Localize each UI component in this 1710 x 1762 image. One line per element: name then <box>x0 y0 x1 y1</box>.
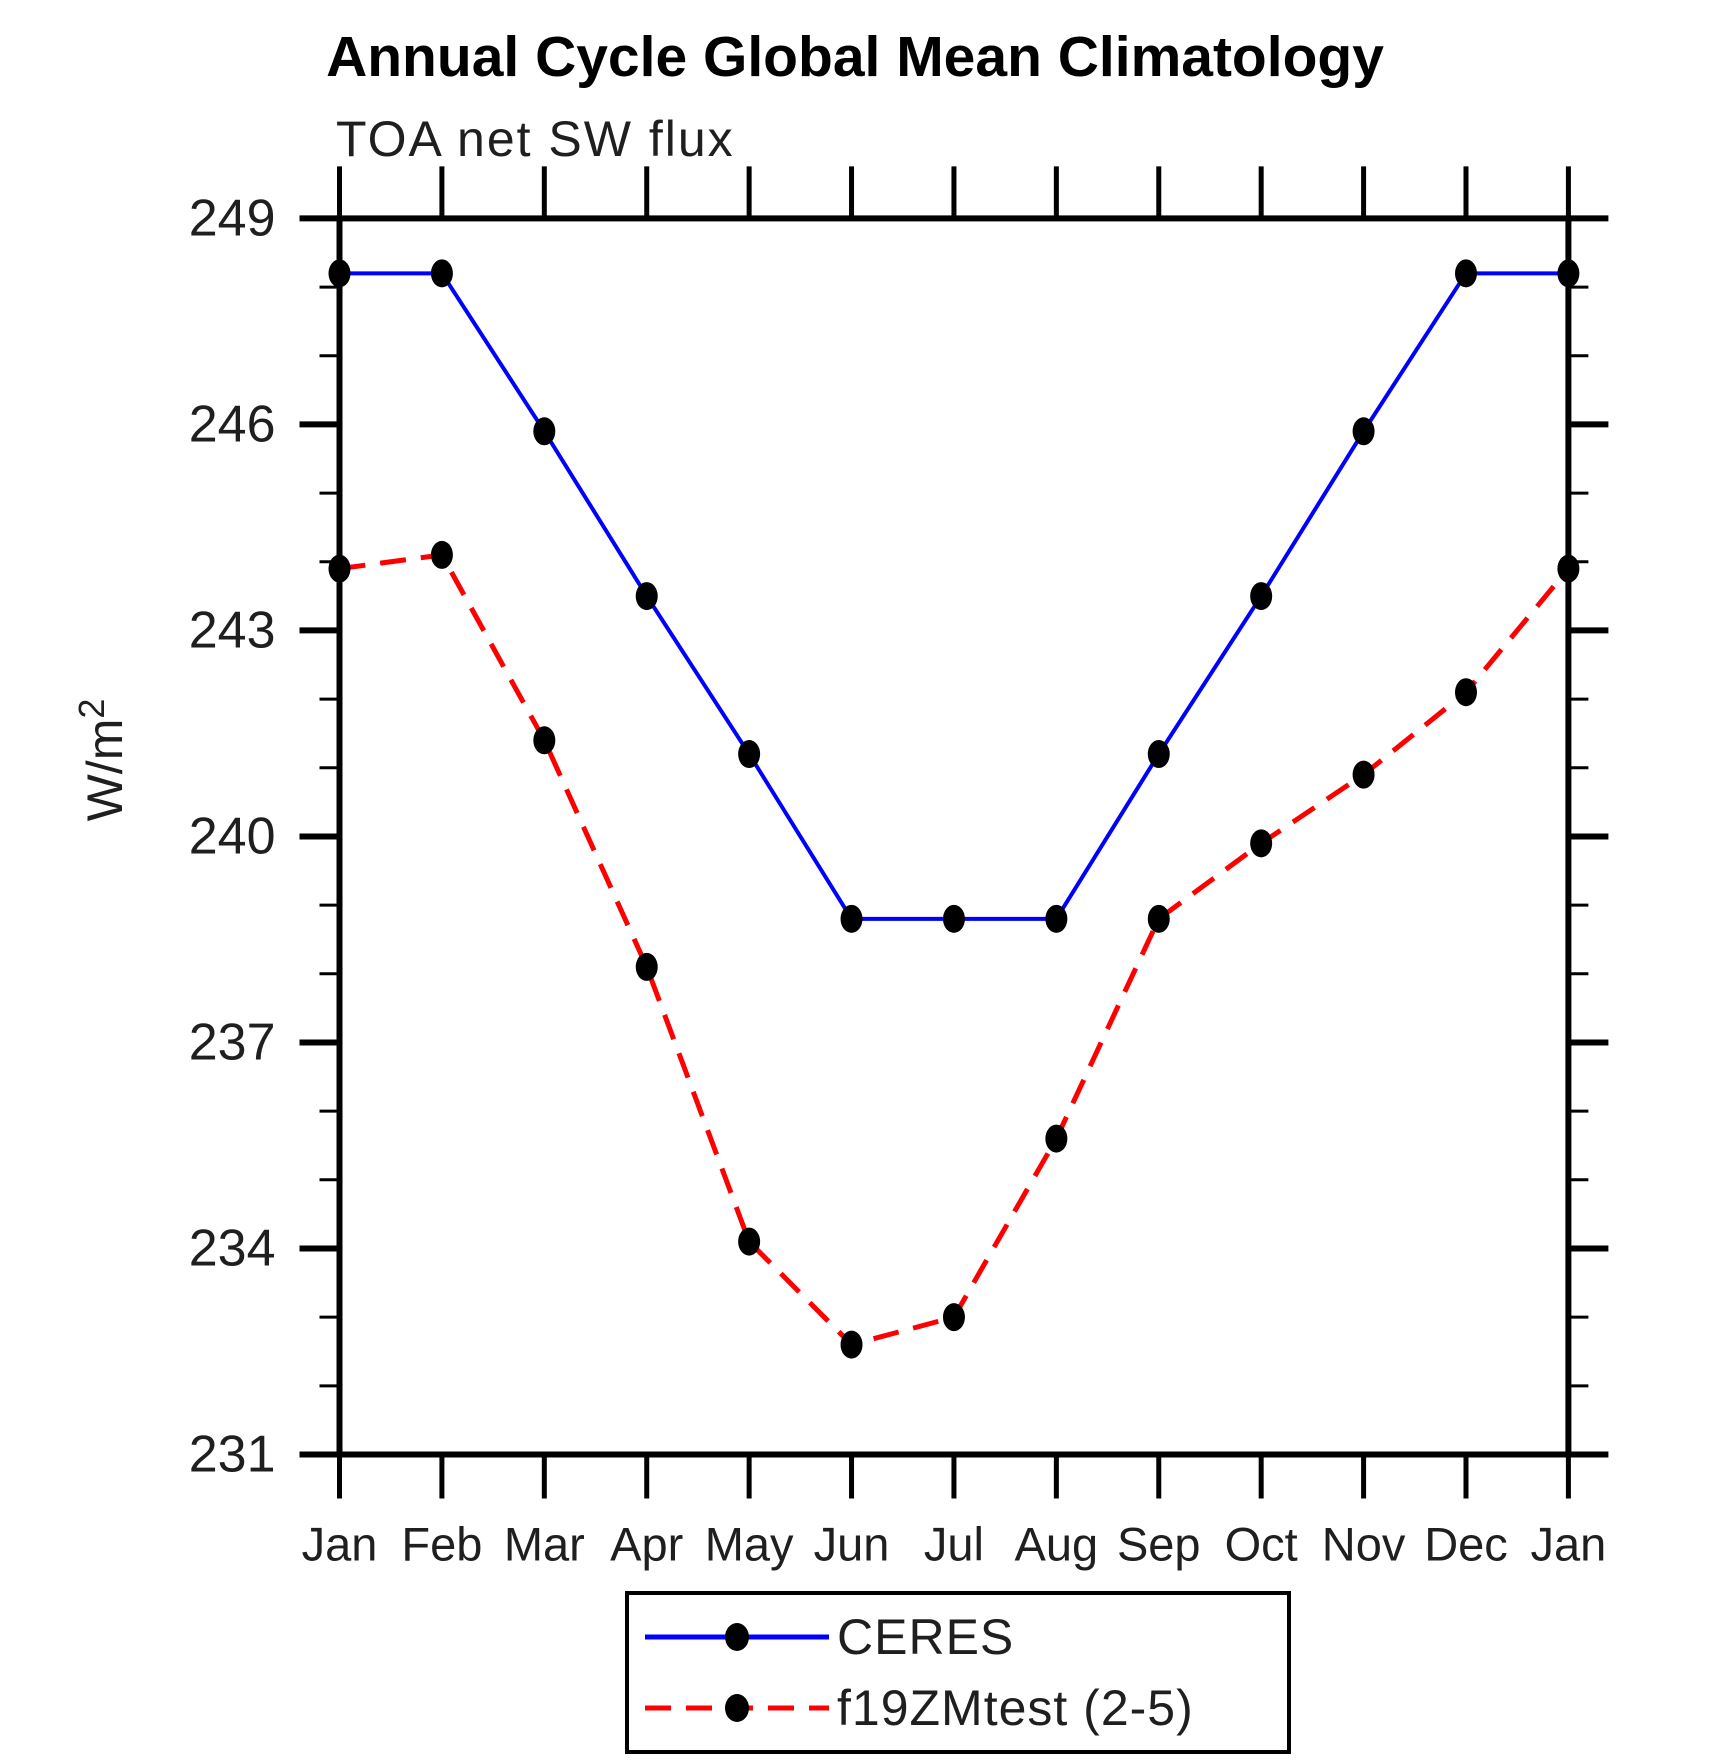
data-marker-0 <box>1250 582 1273 611</box>
y-tick-label: 246 <box>189 395 276 453</box>
data-marker-1 <box>1454 678 1477 707</box>
chart-title: Annual Cycle Global Mean Climatology <box>326 25 1384 89</box>
data-marker-0 <box>1557 259 1580 288</box>
y-tick-label: 243 <box>189 601 276 659</box>
data-marker-0 <box>942 904 965 933</box>
x-tick-label: Jan <box>1531 1518 1607 1571</box>
legend-label-f19zmtest: f19ZMtest (2-5) <box>837 1680 1194 1736</box>
data-marker-1 <box>1045 1124 1068 1153</box>
legend-marker-icon <box>725 1694 749 1722</box>
data-marker-0 <box>738 740 761 769</box>
data-marker-1 <box>430 540 453 569</box>
data-marker-1 <box>635 952 658 981</box>
data-marker-0 <box>533 417 556 446</box>
data-marker-1 <box>1557 554 1580 583</box>
x-tick-label: Apr <box>610 1518 683 1571</box>
axis-frame <box>336 215 1572 1458</box>
data-marker-1 <box>328 554 351 583</box>
x-tick-label: Jan <box>302 1518 378 1571</box>
legend-item-ceres: CERES <box>643 1608 1287 1666</box>
data-marker-0 <box>1045 904 1068 933</box>
data-marker-0 <box>840 904 863 933</box>
x-tick-label: May <box>705 1518 794 1571</box>
series-line-0 <box>339 271 1569 921</box>
legend-line-sample-f19zmtest <box>645 1694 829 1722</box>
data-marker-0 <box>430 259 453 288</box>
y-tick-label: 249 <box>189 189 276 247</box>
legend-item-f19zmtest: f19ZMtest (2-5) <box>643 1679 1287 1737</box>
x-tick-label: Nov <box>1322 1518 1406 1571</box>
y-axis-label: W/m2 <box>71 699 133 822</box>
data-marker-1 <box>1250 829 1273 858</box>
x-tick-label: Oct <box>1225 1518 1298 1571</box>
x-tick-label: Mar <box>504 1518 585 1571</box>
data-marker-0 <box>1352 417 1375 446</box>
data-marker-0 <box>635 582 658 611</box>
data-marker-1 <box>533 726 556 755</box>
legend-marker-icon <box>725 1623 749 1651</box>
data-marker-1 <box>840 1330 863 1359</box>
x-tick-label: Aug <box>1015 1518 1099 1571</box>
legend: CERES f19ZMtest (2-5) <box>625 1591 1291 1754</box>
x-tick-label: Sep <box>1117 1518 1201 1571</box>
y-tick-label: 237 <box>189 1013 276 1071</box>
data-marker-1 <box>1352 760 1375 789</box>
legend-label-ceres: CERES <box>837 1609 1015 1665</box>
data-marker-0 <box>328 259 351 288</box>
data-marker-0 <box>1454 259 1477 288</box>
x-tick-label: Feb <box>401 1518 482 1571</box>
x-tick-label: Jun <box>814 1518 890 1571</box>
data-marker-1 <box>942 1303 965 1332</box>
x-tick-label: Dec <box>1424 1518 1508 1571</box>
y-tick-label: 231 <box>189 1426 276 1484</box>
data-marker-1 <box>738 1227 761 1256</box>
y-tick-label: 234 <box>189 1219 276 1277</box>
data-marker-1 <box>1147 904 1170 933</box>
legend-line-sample-ceres <box>645 1623 829 1651</box>
chart-subtitle: TOA net SW flux <box>336 111 735 167</box>
data-marker-0 <box>1147 740 1170 769</box>
y-tick-label: 240 <box>189 807 276 865</box>
series-line-1 <box>339 552 1571 1348</box>
x-tick-label: Jul <box>924 1518 984 1571</box>
